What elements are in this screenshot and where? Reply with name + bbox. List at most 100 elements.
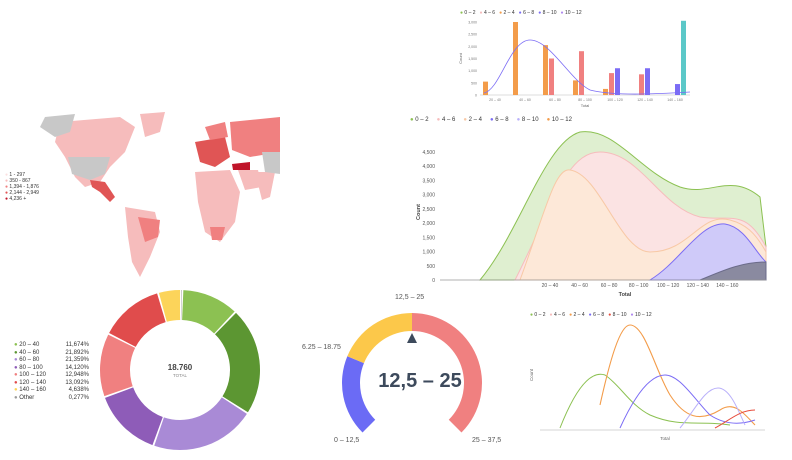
legend-item[interactable]: ● 6 – 8 <box>588 312 605 318</box>
map-region-usa[interactable] <box>68 157 110 180</box>
legend-item[interactable]: ● 10 – 12 <box>630 312 652 318</box>
map-region-china[interactable] <box>262 152 280 174</box>
legend-item[interactable]: ● 8 – 10 <box>608 312 627 318</box>
map-region-europe-north[interactable] <box>205 122 228 140</box>
legend-item[interactable]: ● 2 – 4 <box>499 10 515 16</box>
gauge-panel: 12,5 – 25 6.25 – 18.75 0 – 12,5 25 – 37,… <box>300 288 520 460</box>
map-region-south-america[interactable] <box>125 207 160 277</box>
bar[interactable] <box>579 51 584 95</box>
donut-legend-item[interactable]: ● 100 – 120 12,948% <box>14 372 89 378</box>
legend-item[interactable]: ● 0 – 2 <box>410 117 429 123</box>
legend-item[interactable]: ● 8 – 10 <box>516 117 539 123</box>
legend-item[interactable]: ● 10 – 12 <box>546 117 572 123</box>
map-legend-item: ● 2,144 - 2,949 <box>5 190 39 196</box>
gauge-left-bottom-label: 0 – 12,5 <box>334 437 360 444</box>
legend-item[interactable]: ● 0 – 2 <box>460 10 476 16</box>
bar[interactable] <box>675 84 680 95</box>
map-region-mexico[interactable] <box>90 180 115 202</box>
donut-slice[interactable] <box>100 334 136 397</box>
line-series-2-4[interactable] <box>599 324 756 426</box>
x-tick-label: 140 – 160 <box>667 98 683 102</box>
world-map-panel: ● 1 - 297 ● 350 - 867 ● 1,394 - 1,876 ● … <box>0 112 350 288</box>
line-series-0-2[interactable] <box>559 373 731 429</box>
donut-legend-item[interactable]: ● 140 – 160 4,638% <box>14 387 89 393</box>
x-tick-label: 20 – 40 <box>489 98 501 102</box>
legend-item[interactable]: ● 2 – 4 <box>463 117 482 123</box>
bar[interactable] <box>549 58 554 96</box>
x-tick-label: 60 – 80 <box>549 98 561 102</box>
line-series-10-12[interactable] <box>714 409 756 429</box>
bar[interactable] <box>639 74 644 95</box>
bar[interactable] <box>543 45 548 95</box>
donut-slice[interactable] <box>158 290 181 322</box>
line-series-8-10[interactable] <box>679 387 746 429</box>
map-region-russia[interactable] <box>230 117 280 157</box>
donut-legend-item[interactable]: ● 40 – 60 21,892% <box>14 349 89 356</box>
line-legend: ● 0 – 2 ● 4 – 6 ● 2 – 4 ● 6 – 8 ● 8 – 10… <box>530 312 652 318</box>
donut-chart-panel: ● 20 – 40 11,674% ● 40 – 60 21,892% ● 60 –… <box>0 288 300 460</box>
top-bar-chart: 0 500 1,000 1,500 2,000 2,500 3,000 20 – 40 40 –… <box>458 20 691 108</box>
donut-slice[interactable] <box>154 397 247 450</box>
map-region-brazil[interactable] <box>138 217 160 242</box>
x-tick-label: 100 – 120 <box>657 283 679 289</box>
legend-item[interactable]: ● 6 – 8 <box>518 10 535 16</box>
donut-slice[interactable] <box>215 312 260 413</box>
map-region-canada-north[interactable] <box>40 114 75 137</box>
map-region-africa[interactable] <box>195 170 240 242</box>
legend-item[interactable]: ● 2 – 4 <box>569 312 585 318</box>
legend-item[interactable]: ● 4 – 6 <box>549 312 566 318</box>
x-tick-label: 40 – 60 <box>571 283 588 289</box>
gauge-left-mid-label: 6.25 – 18.75 <box>302 344 341 351</box>
bar[interactable] <box>573 80 578 95</box>
bar[interactable] <box>513 22 518 95</box>
donut-legend-item[interactable]: ● 80 – 100 14,120% <box>14 364 89 371</box>
donut-legend-item[interactable]: ● 60 – 80 21,359% <box>14 357 89 363</box>
legend-item[interactable]: ● 8 – 10 <box>538 10 557 16</box>
x-tick-label: 140 – 160 <box>716 283 738 289</box>
line-series-6-8[interactable] <box>619 374 756 429</box>
map-legend: ● 1 - 297 ● 350 - 867 ● 1,394 - 1,876 ● … <box>5 172 39 202</box>
bar[interactable] <box>483 81 488 95</box>
map-legend-item: ● 4,236 + <box>5 196 27 202</box>
legend-item[interactable]: ● 10 – 12 <box>560 10 582 16</box>
bar[interactable] <box>603 88 608 95</box>
legend-item[interactable]: ● 4 – 6 <box>436 117 456 123</box>
donut-slice[interactable] <box>180 290 182 321</box>
x-axis-title: Total <box>581 103 590 108</box>
map-region-turkey[interactable] <box>232 162 250 170</box>
legend-item[interactable]: ● 6 – 8 <box>489 117 509 123</box>
bar[interactable] <box>615 68 620 95</box>
gauge-value: 12,5 – 25 <box>378 370 462 392</box>
y-tick-label: 2,500 <box>422 207 435 213</box>
world-map[interactable] <box>0 112 350 288</box>
donut-legend-item[interactable]: ● Other 0,277% <box>14 394 89 401</box>
map-region-greenland[interactable] <box>140 112 165 137</box>
area-chart: 0 500 1,000 1,500 2,000 2,500 3,000 3,500 4,000 4… <box>416 131 767 298</box>
y-tick-label: 3,000 <box>422 193 435 199</box>
x-tick-label: 20 – 40 <box>542 283 559 289</box>
x-axis-title: Total <box>619 292 632 298</box>
map-legend-item: ● 1 - 297 <box>5 172 25 178</box>
donut-slice[interactable] <box>109 293 166 347</box>
x-tick-label: 80 – 100 <box>578 98 592 102</box>
map-region-south-africa[interactable] <box>210 227 225 240</box>
y-tick-label: 500 <box>471 81 477 85</box>
legend-item[interactable]: ● 4 – 6 <box>479 10 496 16</box>
bar[interactable] <box>609 73 614 95</box>
map-region-europe[interactable] <box>195 137 230 167</box>
line-chart: Total Count <box>529 324 765 441</box>
donut-legend-item[interactable]: ● 120 – 140 13,092% <box>14 379 89 386</box>
donut-slice[interactable] <box>105 387 163 446</box>
y-tick-label: 2,500 <box>468 33 477 37</box>
bar[interactable] <box>645 68 650 95</box>
donut-slice[interactable] <box>182 290 235 334</box>
gauge-segment <box>412 313 482 433</box>
area-series-8-10[interactable] <box>699 261 767 281</box>
map-region-india[interactable] <box>255 172 275 200</box>
bar[interactable] <box>681 20 686 95</box>
gauge-segment <box>342 356 376 433</box>
gauge-segment <box>347 313 412 364</box>
legend-item[interactable]: ● 0 – 2 <box>530 312 546 318</box>
x-tick-label: 120 – 140 <box>687 283 709 289</box>
donut-legend-item[interactable]: ● 20 – 40 11,674% <box>14 342 89 348</box>
